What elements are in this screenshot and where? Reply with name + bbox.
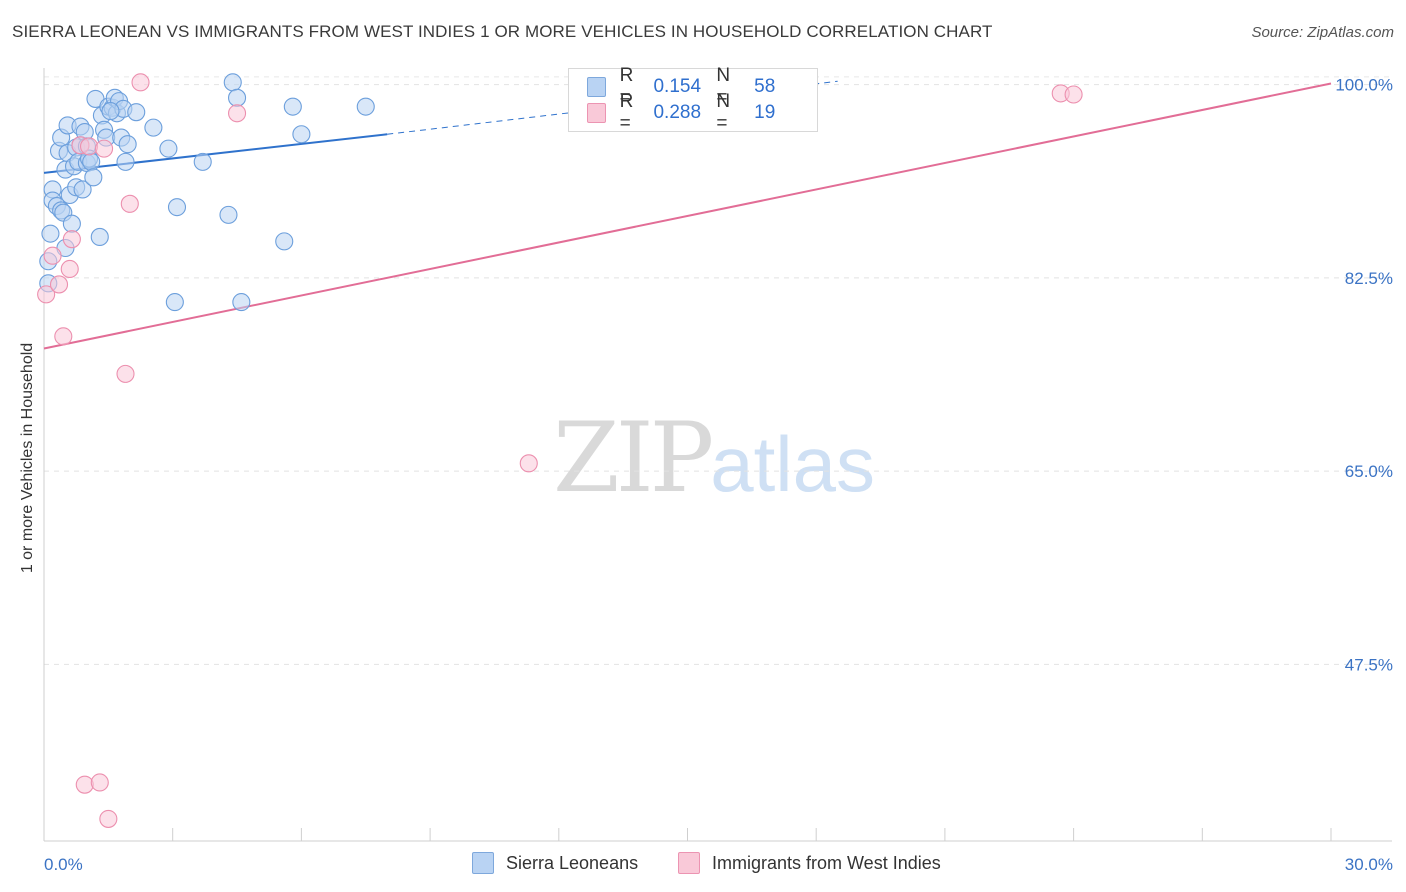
legend-label: Immigrants from West Indies <box>712 852 941 873</box>
series-legend: Sierra Leoneans Immigrants from West Ind… <box>0 852 1406 878</box>
legend-swatch-blue <box>472 852 494 874</box>
point-west-indies <box>54 327 73 346</box>
point-west-indies <box>99 809 118 828</box>
point-sierra-leoneans <box>219 205 238 224</box>
point-sierra-leoneans <box>356 97 375 116</box>
point-sierra-leoneans <box>223 73 242 92</box>
point-sierra-leoneans <box>101 102 120 121</box>
x-tick-label: 30.0% <box>1345 855 1393 874</box>
legend-r-value: 0.288 <box>653 102 702 123</box>
point-west-indies <box>60 259 79 279</box>
data-points <box>37 73 1083 828</box>
point-sierra-leoneans <box>159 139 178 158</box>
legend-item-sierra-leoneans[interactable]: Sierra Leoneans <box>472 852 638 874</box>
point-west-indies <box>90 773 109 792</box>
point-sierra-leoneans <box>116 152 135 171</box>
legend-n-label: N = <box>716 65 731 108</box>
point-west-indies <box>228 104 247 123</box>
point-sierra-leoneans <box>118 135 137 154</box>
point-sierra-leoneans <box>144 118 163 137</box>
point-west-indies <box>79 137 99 156</box>
tick-labels: 100.0% 82.5% 65.0% 47.5% 0.0% 30.0% <box>44 76 1393 874</box>
point-west-indies <box>62 230 81 249</box>
chart-title: SIERRA LEONEAN VS IMMIGRANTS FROM WEST I… <box>12 22 993 41</box>
legend-swatch-pink <box>587 103 606 123</box>
legend-row-west-indies: R = 0.288 N = 19 <box>587 91 817 134</box>
y-tick-label: 47.5% <box>1345 655 1393 674</box>
point-sierra-leoneans <box>84 168 103 187</box>
y-tick-label: 65.0% <box>1345 462 1393 481</box>
point-west-indies <box>131 73 150 92</box>
point-west-indies <box>95 139 114 158</box>
point-sierra-leoneans <box>232 293 251 312</box>
watermark: ZIPatlas <box>553 402 875 514</box>
legend-row-sierra-leoneans: R = 0.154 N = 58 <box>587 65 817 108</box>
gridlines <box>44 76 1392 665</box>
point-west-indies <box>37 285 56 304</box>
watermark-atlas: atlas <box>710 420 875 508</box>
legend-label: Sierra Leoneans <box>506 852 639 873</box>
point-sierra-leoneans <box>127 103 146 122</box>
trend-line-west-indies <box>43 82 1332 350</box>
legend-item-west-indies[interactable]: Immigrants from West Indies <box>678 852 941 874</box>
legend-n-value: 58 <box>754 76 776 97</box>
legend-n-value: 19 <box>754 102 776 123</box>
point-sierra-leoneans <box>41 224 60 243</box>
legend-r-value: 0.154 <box>653 76 702 97</box>
legend-swatch-blue <box>587 77 606 97</box>
x-tick-label: 0.0% <box>44 855 83 874</box>
point-west-indies <box>49 275 69 294</box>
point-sierra-leoneans <box>82 152 101 171</box>
legend-swatch-pink <box>678 852 700 874</box>
point-sierra-leoneans <box>167 198 187 217</box>
point-sierra-leoneans <box>193 152 212 171</box>
point-sierra-leoneans <box>73 180 92 199</box>
point-sierra-leoneans <box>228 88 247 107</box>
point-sierra-leoneans <box>165 293 184 312</box>
point-sierra-leoneans <box>292 125 311 144</box>
y-axis-label: 1 or more Vehicles in Household <box>19 342 36 574</box>
legend-r-label: R = <box>619 91 634 134</box>
axes <box>43 68 1392 842</box>
trend-line-sierra-leoneans <box>43 133 388 174</box>
point-sierra-leoneans <box>62 214 81 233</box>
legend-n-label: N = <box>716 91 731 134</box>
y-tick-label: 100.0% <box>1335 76 1393 95</box>
point-sierra-leoneans <box>90 227 109 247</box>
point-sierra-leoneans <box>283 97 302 116</box>
point-west-indies <box>519 454 538 473</box>
point-west-indies <box>116 364 135 383</box>
point-west-indies <box>120 194 139 213</box>
watermark-zip: ZIP <box>553 402 714 514</box>
point-west-indies <box>43 246 62 265</box>
legend-r-label: R = <box>619 65 634 108</box>
source-credit: Source: ZipAtlas.com <box>1251 24 1394 41</box>
point-sierra-leoneans <box>275 232 294 251</box>
y-tick-label: 82.5% <box>1345 269 1393 288</box>
point-west-indies <box>75 775 94 794</box>
correlation-legend: R = 0.154 N = 58 R = 0.288 N = 19 <box>568 65 818 134</box>
point-west-indies <box>1064 85 1083 104</box>
